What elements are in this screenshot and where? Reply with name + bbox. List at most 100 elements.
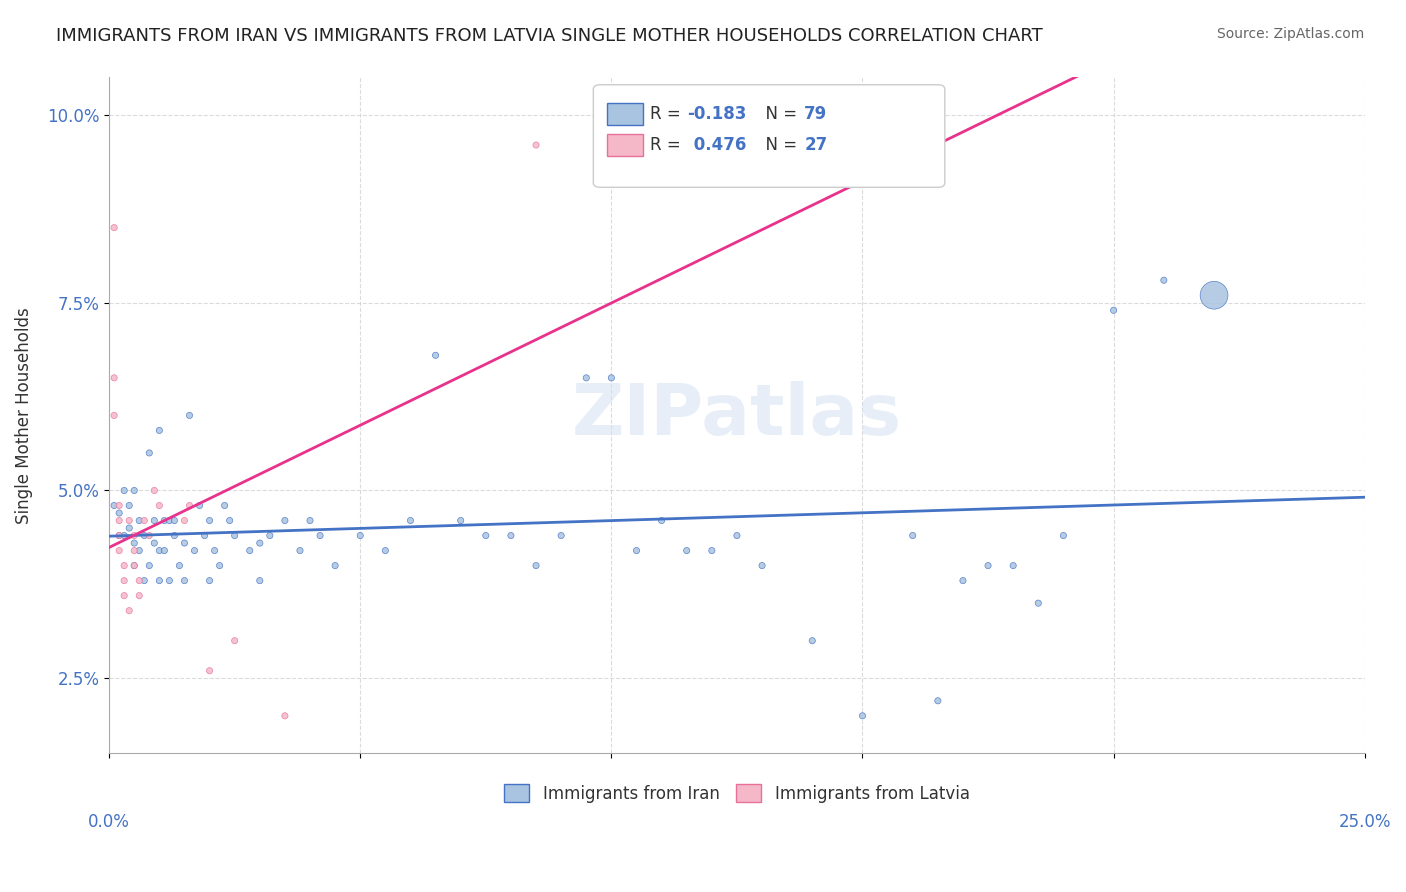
Point [134, 528, 156, 542]
Point [128, 574, 150, 588]
Point [524, 558, 547, 573]
Point [1102, 303, 1125, 318]
Point [122, 528, 145, 542]
Text: 0.476: 0.476 [688, 136, 747, 154]
Point [112, 528, 135, 542]
Point [138, 446, 160, 460]
Point [143, 514, 166, 528]
Text: Source: ZipAtlas.com: Source: ZipAtlas.com [1216, 27, 1364, 41]
Point [700, 543, 723, 558]
Text: 27: 27 [804, 136, 828, 154]
Point [183, 543, 205, 558]
Point [349, 528, 371, 542]
Point [198, 574, 221, 588]
Text: IMMIGRANTS FROM IRAN VS IMMIGRANTS FROM LATVIA SINGLE MOTHER HOUSEHOLDS CORRELAT: IMMIGRANTS FROM IRAN VS IMMIGRANTS FROM … [56, 27, 1043, 45]
Point [153, 543, 176, 558]
Point [214, 499, 236, 513]
Point [751, 558, 773, 573]
Point [374, 543, 396, 558]
Point [675, 543, 697, 558]
Point [148, 499, 170, 513]
Point [179, 409, 201, 423]
Point [112, 483, 135, 498]
Point [122, 558, 145, 573]
Point [193, 528, 215, 542]
Point [118, 521, 141, 535]
Point [103, 220, 125, 235]
Point [851, 708, 873, 723]
Point [143, 536, 166, 550]
Point [600, 371, 623, 385]
Point [163, 528, 186, 542]
Point [169, 558, 191, 573]
Point [112, 589, 135, 603]
Point [499, 528, 522, 542]
Point [208, 558, 231, 573]
Point [157, 574, 180, 588]
Point [224, 633, 246, 648]
Point [118, 514, 141, 528]
Point [134, 574, 156, 588]
Text: N =: N = [755, 105, 803, 123]
Point [204, 543, 226, 558]
Text: N =: N = [755, 136, 803, 154]
Point [399, 514, 422, 528]
Point [1052, 528, 1074, 542]
Point [163, 514, 186, 528]
Point [148, 543, 170, 558]
Point [249, 574, 271, 588]
Point [259, 528, 281, 542]
Point [122, 536, 145, 550]
Point [157, 514, 180, 528]
Point [1153, 273, 1175, 287]
Point [122, 558, 145, 573]
Point [274, 514, 297, 528]
Point [475, 528, 498, 542]
Point [148, 574, 170, 588]
Point [134, 514, 156, 528]
Text: -0.183: -0.183 [688, 105, 747, 123]
Point [138, 528, 160, 542]
Point [198, 514, 221, 528]
Point [153, 514, 176, 528]
Text: R =: R = [650, 105, 686, 123]
Point [128, 514, 150, 528]
Point [103, 499, 125, 513]
Point [425, 348, 447, 362]
Point [309, 528, 332, 542]
Point [173, 574, 195, 588]
Point [198, 664, 221, 678]
Point [239, 543, 262, 558]
Point [108, 528, 131, 542]
Point [1026, 596, 1049, 610]
Point [1002, 558, 1025, 573]
Point [188, 499, 211, 513]
Point [143, 483, 166, 498]
Point [952, 574, 974, 588]
Point [323, 558, 346, 573]
Point [575, 371, 598, 385]
Point [122, 483, 145, 498]
Point [112, 558, 135, 573]
Point [977, 558, 1000, 573]
Point [118, 499, 141, 513]
Point [108, 499, 131, 513]
Point [224, 528, 246, 542]
Point [108, 543, 131, 558]
Text: 79: 79 [804, 105, 828, 123]
Point [108, 514, 131, 528]
Text: 25.0%: 25.0% [1339, 814, 1391, 831]
Point [927, 694, 949, 708]
Text: ZIPatlas: ZIPatlas [572, 381, 903, 450]
Point [179, 499, 201, 513]
Point [651, 514, 673, 528]
Point [128, 543, 150, 558]
Point [801, 633, 824, 648]
Point [128, 589, 150, 603]
Point [550, 528, 572, 542]
Point [626, 543, 648, 558]
Point [218, 514, 240, 528]
Point [1202, 288, 1225, 302]
Point [450, 514, 472, 528]
Point [288, 543, 311, 558]
